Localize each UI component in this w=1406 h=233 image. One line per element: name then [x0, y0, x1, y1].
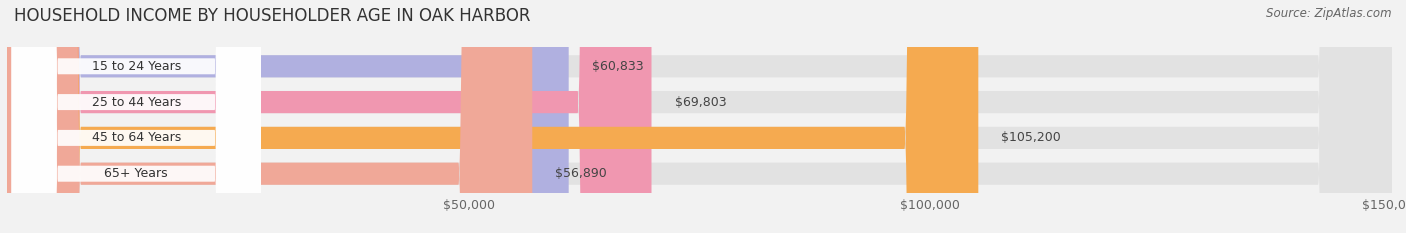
Text: Source: ZipAtlas.com: Source: ZipAtlas.com [1267, 7, 1392, 20]
Text: $56,890: $56,890 [555, 167, 607, 180]
Text: 25 to 44 Years: 25 to 44 Years [91, 96, 181, 109]
Text: $69,803: $69,803 [675, 96, 727, 109]
Text: 15 to 24 Years: 15 to 24 Years [91, 60, 181, 73]
FancyBboxPatch shape [7, 0, 1392, 233]
Text: 65+ Years: 65+ Years [104, 167, 169, 180]
Text: 45 to 64 Years: 45 to 64 Years [91, 131, 181, 144]
FancyBboxPatch shape [7, 0, 533, 233]
FancyBboxPatch shape [7, 0, 651, 233]
FancyBboxPatch shape [7, 0, 1392, 233]
FancyBboxPatch shape [7, 0, 1392, 233]
Text: $60,833: $60,833 [592, 60, 644, 73]
FancyBboxPatch shape [7, 0, 1392, 233]
FancyBboxPatch shape [7, 0, 979, 233]
Text: $105,200: $105,200 [1001, 131, 1062, 144]
FancyBboxPatch shape [7, 0, 568, 233]
Text: HOUSEHOLD INCOME BY HOUSEHOLDER AGE IN OAK HARBOR: HOUSEHOLD INCOME BY HOUSEHOLDER AGE IN O… [14, 7, 530, 25]
FancyBboxPatch shape [11, 0, 262, 233]
FancyBboxPatch shape [11, 0, 262, 233]
FancyBboxPatch shape [11, 0, 262, 233]
FancyBboxPatch shape [11, 0, 262, 233]
